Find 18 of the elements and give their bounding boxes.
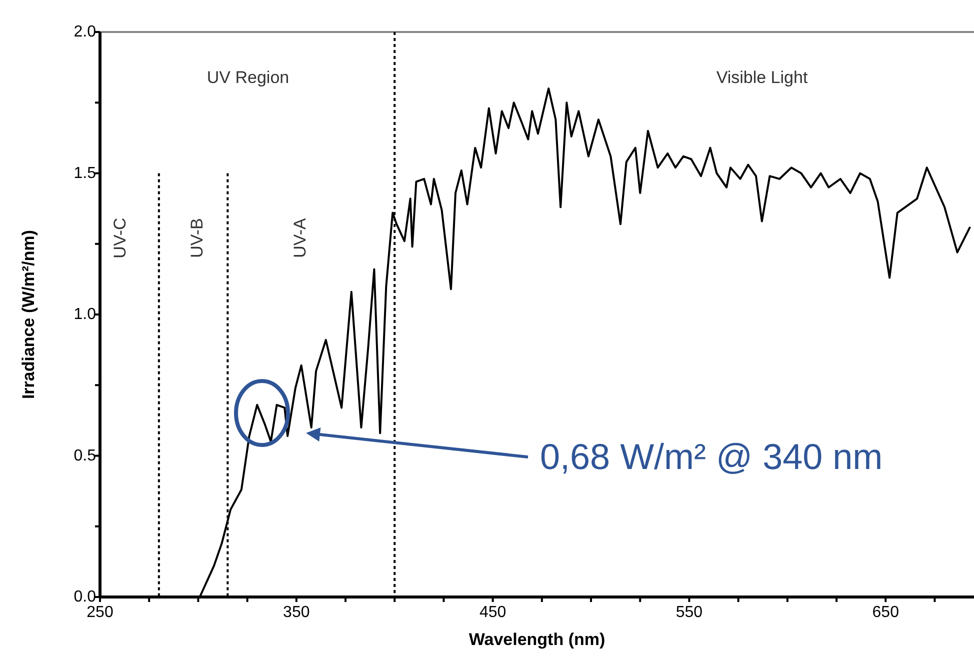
y-axis-title: Irradiance (W/m²/nm) [19,230,38,400]
annotation: UV-C [110,218,130,258]
annotation: UV-A [290,218,310,258]
y-tick-label: 1.0 [74,306,96,323]
x-tick-label: 650 [872,604,900,621]
y-tick-label: 1.5 [74,164,96,182]
x-tick-label: 550 [676,604,703,621]
y-tick-label: 2.0 [74,24,96,40]
annotation: 0,68 W/m² @ 340 nm [540,436,883,477]
x-tick-label: 250 [86,604,114,621]
annotation: Visible Light [716,68,808,87]
annotation: UV-B [188,218,206,258]
x-axis-title: Wavelength (nm) [468,630,606,649]
x-tick-label: 350 [283,604,310,621]
x-tick-label: 450 [479,604,506,621]
annotation: UV Region [206,68,290,87]
y-tick-label: 0.0 [74,588,96,606]
y-tick-label: 0.5 [74,447,96,464]
